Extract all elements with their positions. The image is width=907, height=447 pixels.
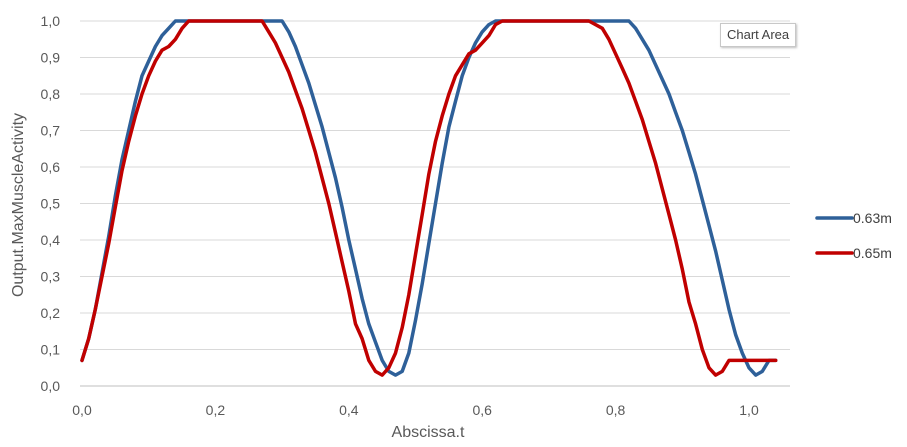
y-tick-label: 0,3 (41, 269, 61, 285)
y-tick-label: 0,4 (41, 232, 61, 248)
y-tick-label: 0,2 (41, 305, 61, 321)
gridlines (80, 20, 790, 350)
y-tick-label: 0,5 (41, 196, 61, 212)
y-tick-label: 0,6 (41, 159, 61, 175)
x-tick-label: 0,4 (339, 402, 359, 418)
x-tick-label: 0,6 (472, 402, 492, 418)
y-tick-label: 0,9 (41, 50, 61, 66)
x-tick-label: 0,0 (72, 402, 92, 418)
y-tick-label: 0,8 (41, 86, 61, 102)
series-lines (80, 19, 778, 377)
legend[interactable]: 0.63m 0.65m (815, 210, 892, 261)
legend-label[interactable]: 0.63m (853, 210, 892, 226)
x-axis-title: Abscissa.t (392, 424, 465, 441)
y-tick-label: 0,7 (41, 123, 61, 139)
y-tick-label: 0,1 (41, 342, 61, 358)
x-tick-label: 0,2 (206, 402, 226, 418)
x-tick-label: 1,0 (739, 402, 759, 418)
series-line-0.63m (80, 19, 778, 377)
series-line-0.65m (80, 19, 778, 377)
y-tick-label: 0,0 (41, 378, 61, 394)
y-tick-label: 1,0 (41, 13, 61, 29)
axes: 0,0 0,1 0,2 0,3 0,4 0,5 0,6 0,7 0,8 0,9 1,0 0,0 0,2 0… (41, 13, 790, 418)
chart-area-tooltip: Chart Area (720, 23, 797, 47)
legend-label[interactable]: 0.65m (853, 245, 892, 261)
y-axis-title: Output.MaxMuscleActivity (10, 113, 27, 297)
x-tick-label: 0,8 (606, 402, 626, 418)
